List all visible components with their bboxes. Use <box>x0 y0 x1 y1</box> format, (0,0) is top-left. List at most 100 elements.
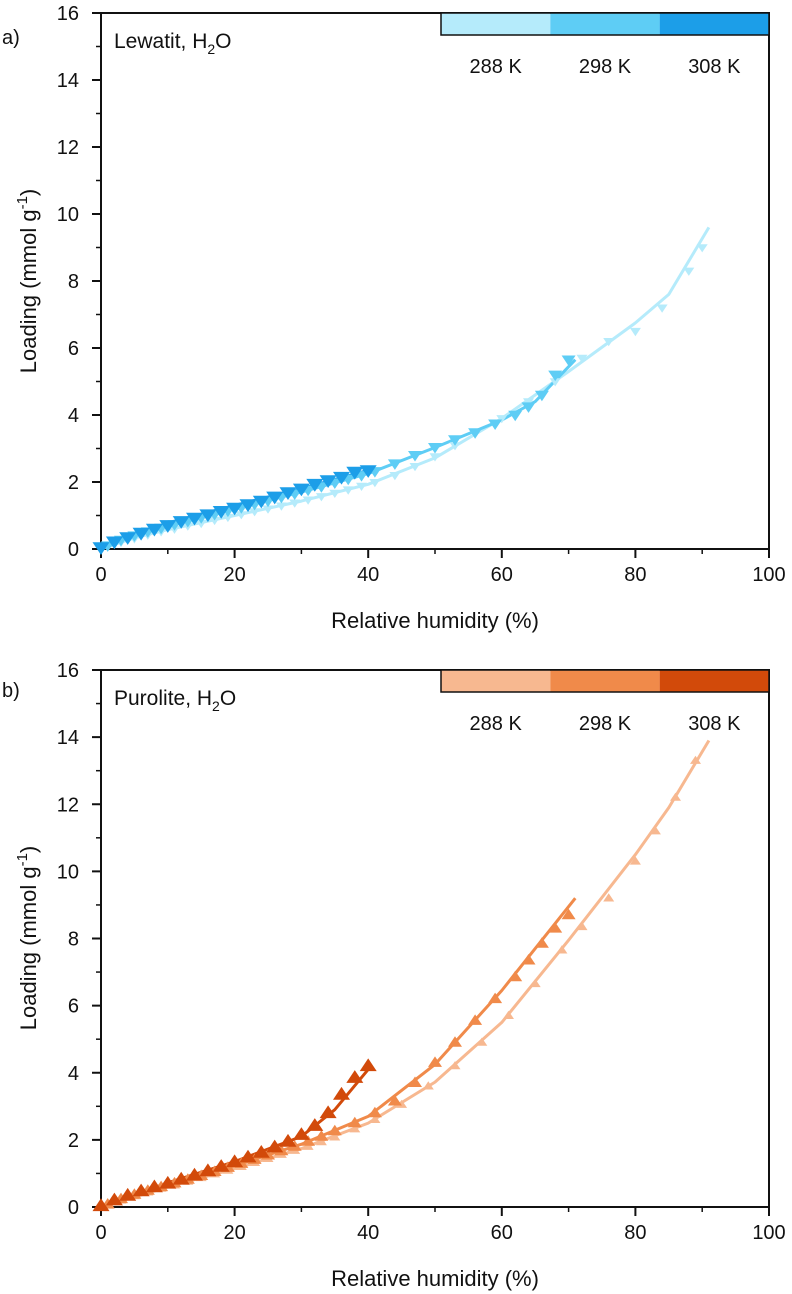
legend-frame <box>440 12 770 36</box>
series-title: Lewatit, H2O <box>114 30 232 57</box>
data-point-298k <box>488 992 503 1004</box>
data-point-308k <box>292 1127 310 1140</box>
data-point-298k <box>314 1130 329 1141</box>
x-tick-label: 80 <box>624 564 646 586</box>
y-tick-label: 8 <box>68 929 79 951</box>
y-tick-label: 16 <box>57 3 79 25</box>
data-point-308k <box>306 1118 324 1131</box>
data-point-288k <box>656 304 668 313</box>
x-tick-label: 100 <box>752 564 785 586</box>
data-point-288k <box>476 1037 488 1046</box>
data-point-288k <box>449 442 461 451</box>
data-point-288k <box>315 493 327 502</box>
panel-label: a) <box>2 27 20 49</box>
x-tick-label: 0 <box>95 1222 106 1244</box>
panel-purolite: b) 0 20 40 60 80 100 0 2 4 6 8 10 12 14 16 Purolite, H… <box>2 660 786 1291</box>
x-tick-label: 20 <box>223 564 245 586</box>
data-point-288k <box>389 472 401 481</box>
fit-curves <box>100 739 711 1209</box>
legend-label: 298 K <box>579 713 632 735</box>
data-point-288k <box>356 482 367 491</box>
fit-curve-288k <box>100 739 711 1209</box>
legend-label: 288 K <box>470 56 523 78</box>
data-point-308k <box>92 542 110 555</box>
data-point-298k <box>521 402 536 413</box>
data-point-308k <box>172 1171 190 1185</box>
legend-swatch <box>550 670 660 692</box>
data-point-298k <box>534 390 549 402</box>
data-point-308k <box>292 483 310 497</box>
data-point-288k <box>576 354 588 363</box>
legend: 288 K 298 K 308 K <box>440 12 770 78</box>
data-point-288k <box>329 1132 341 1141</box>
x-tick-label: 100 <box>752 1222 785 1244</box>
data-point-288k <box>649 826 661 835</box>
panel-label: b) <box>2 680 20 702</box>
data-point-308k <box>132 527 150 541</box>
data-point-298k <box>468 1014 483 1025</box>
data-point-288k <box>683 267 695 276</box>
y-tick-label: 0 <box>68 539 79 561</box>
data-point-298k <box>534 937 549 948</box>
data-point-298k <box>327 1124 342 1136</box>
data-point-308k <box>346 466 364 480</box>
plot-frame <box>100 12 770 550</box>
data-point-298k <box>508 970 523 982</box>
y-tick-label: 6 <box>68 996 79 1018</box>
data-point-308k <box>105 536 123 550</box>
legend-swatch <box>550 13 660 35</box>
data-point-298k <box>508 410 523 422</box>
data-point-288k <box>503 1010 514 1019</box>
data-point-298k <box>488 419 503 430</box>
y-tick-label: 6 <box>68 338 79 360</box>
data-point-288k <box>603 893 615 902</box>
legend-swatch <box>441 13 551 35</box>
axis-ticks: 0 20 40 60 80 100 0 2 4 6 8 10 12 14 16 <box>57 3 786 586</box>
x-axis-title: Relative humidity (%) <box>331 608 539 633</box>
y-tick-label: 14 <box>57 70 79 92</box>
data-point-288k <box>576 921 588 931</box>
data-point-288k <box>690 755 701 764</box>
data-point-288k <box>496 415 508 424</box>
x-tick-label: 40 <box>357 564 379 586</box>
data-point-288k <box>275 502 287 511</box>
data-point-298k <box>347 1116 362 1128</box>
x-axis-title: Relative humidity (%) <box>331 1266 539 1291</box>
data-point-308k <box>306 478 324 492</box>
y-tick-label: 10 <box>57 204 79 226</box>
data-point-288k <box>429 453 441 462</box>
data-point-298k <box>301 1135 316 1146</box>
data-point-288k <box>449 1061 461 1070</box>
data-point-288k <box>422 1081 434 1090</box>
fit-curve-298k <box>100 897 577 1209</box>
data-point-308k <box>119 1187 137 1201</box>
data-markers <box>92 244 708 555</box>
data-point-288k <box>369 1114 381 1123</box>
data-point-298k <box>448 1036 462 1047</box>
data-point-308k <box>252 495 270 509</box>
y-tick-label: 12 <box>57 794 79 816</box>
data-point-308k <box>119 532 137 545</box>
data-point-288k <box>629 327 641 337</box>
data-point-288k <box>302 496 314 505</box>
data-point-288k <box>222 513 234 523</box>
series-title: Purolite, H2O <box>114 687 236 714</box>
x-tick-label: 20 <box>223 1222 245 1244</box>
data-point-308k <box>212 1159 230 1172</box>
x-tick-label: 80 <box>624 1222 646 1244</box>
data-point-308k <box>252 1145 270 1158</box>
data-point-308k <box>186 512 203 526</box>
data-point-308k <box>199 1163 217 1177</box>
axis-ticks: 0 20 40 60 80 100 0 2 4 6 8 10 12 14 16 <box>57 660 786 1244</box>
data-point-308k <box>266 1139 284 1153</box>
data-point-288k <box>629 856 641 865</box>
data-point-288k <box>235 511 247 520</box>
data-point-308k <box>266 491 284 505</box>
data-point-288k <box>249 508 261 517</box>
fit-curves <box>100 226 711 551</box>
data-point-308k <box>279 1133 297 1147</box>
data-point-298k <box>367 1106 382 1118</box>
data-point-298k <box>387 1095 402 1106</box>
data-point-308k <box>132 1183 150 1197</box>
data-point-288k <box>349 1124 361 1133</box>
